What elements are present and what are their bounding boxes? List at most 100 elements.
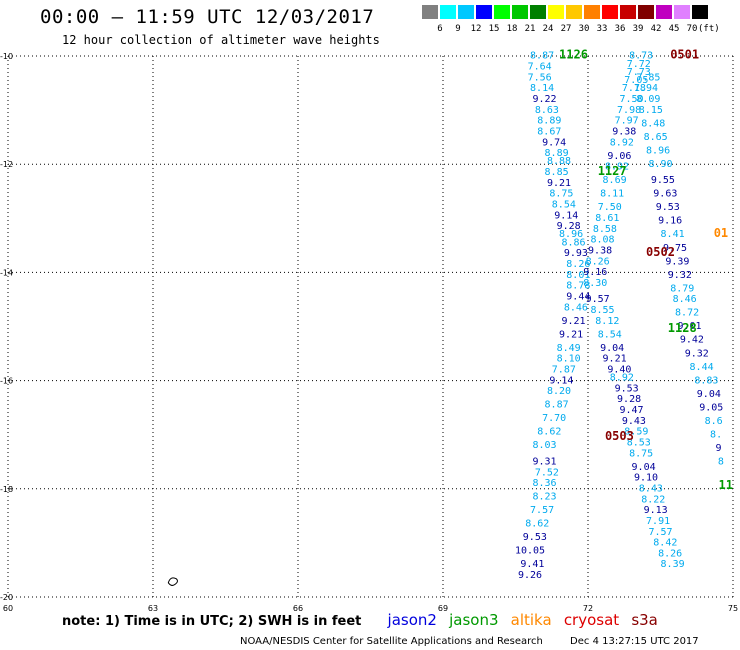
track-c-value: 8.65 bbox=[644, 132, 668, 143]
track-a-value: 7.70 bbox=[542, 413, 566, 424]
track-b-value: 9.53 bbox=[615, 383, 639, 394]
lon-tick-label: 72 bbox=[583, 604, 593, 613]
legend-jason2: jason2 bbox=[387, 611, 437, 629]
track-b-value: 8.39 bbox=[661, 559, 685, 570]
scale-label-45: 45 bbox=[668, 24, 680, 34]
legend-cryosat: cryosat bbox=[563, 611, 620, 629]
scale-label-21: 21 bbox=[524, 24, 536, 34]
track-c-value: 9.42 bbox=[680, 335, 704, 346]
track-c-value: 8.48 bbox=[641, 118, 665, 129]
track-a-value: 8.96 bbox=[559, 229, 583, 240]
track-a-value: 8.87 bbox=[545, 400, 569, 411]
track-b-value: 8.58 bbox=[593, 224, 617, 235]
pass-label: 01 bbox=[714, 226, 728, 240]
pass-label: 1128 bbox=[668, 321, 697, 335]
track-b-value: 7.18 bbox=[622, 83, 646, 94]
legend-altika: altika bbox=[510, 611, 552, 629]
track-a-value: 9.21 bbox=[547, 178, 571, 189]
track-c-value: 9.05 bbox=[699, 402, 723, 413]
scale-swatch-21 bbox=[530, 5, 546, 19]
track-a-value: 8.87 bbox=[530, 51, 554, 62]
scale-label-70: 70 bbox=[686, 24, 698, 34]
track-a-value: 8.78 bbox=[566, 281, 590, 292]
track-b-value: 8.08 bbox=[590, 235, 614, 246]
track-b-value: 7.98 bbox=[617, 105, 641, 116]
track-b-value: 8.73 bbox=[629, 51, 653, 62]
track-a-value: 8.10 bbox=[557, 354, 581, 365]
track-a-value: 7.56 bbox=[528, 72, 552, 83]
lon-tick-label: 69 bbox=[438, 604, 448, 613]
pass-label: 11 bbox=[719, 478, 733, 492]
track-a-value: 7.57 bbox=[530, 505, 554, 516]
track-b-value: 8.59 bbox=[624, 427, 648, 438]
track-a-value: 9.93 bbox=[564, 248, 588, 259]
scale-swatch-6 bbox=[440, 5, 456, 19]
track-a-value: 8.49 bbox=[557, 343, 581, 354]
page-title: 00:00 – 11:59 UTC 12/03/2017 bbox=[40, 6, 375, 28]
scale-label-33: 33 bbox=[596, 24, 608, 34]
track-c-value: 8.72 bbox=[675, 308, 699, 319]
track-a-value: 9.41 bbox=[520, 559, 544, 570]
track-b-value: 7.72 bbox=[627, 59, 651, 70]
scale-label-12: 12 bbox=[470, 24, 482, 34]
scale-swatch-18 bbox=[512, 5, 528, 19]
track-b-value: 8.43 bbox=[639, 484, 663, 495]
pass-label: 0501 bbox=[670, 48, 699, 62]
track-b-value: 8.61 bbox=[595, 213, 619, 224]
track-c-value: 9.75 bbox=[663, 243, 687, 254]
track-c-value: 8.44 bbox=[690, 362, 714, 373]
scale-label-36: 36 bbox=[614, 24, 626, 34]
track-b-value: 8.92 bbox=[610, 137, 634, 148]
track-b-value: 9.13 bbox=[644, 505, 668, 516]
track-c-value: 7.94 bbox=[634, 83, 658, 94]
track-b-value: 8.12 bbox=[595, 316, 619, 327]
track-b-value: 9.38 bbox=[612, 126, 636, 137]
track-b-value: 7.97 bbox=[615, 116, 639, 127]
track-a-value: 8.01 bbox=[566, 270, 590, 281]
track-a-value: 9.14 bbox=[554, 210, 578, 221]
scale-label-15: 15 bbox=[488, 24, 500, 34]
track-b-value: 9.40 bbox=[607, 364, 631, 375]
track-a-value: 7.87 bbox=[552, 364, 576, 375]
track-a-value: 8.03 bbox=[532, 440, 556, 451]
track-b-value: 8.30 bbox=[583, 278, 607, 289]
track-c-value: 9.32 bbox=[668, 270, 692, 281]
track-b-value: 8.92 bbox=[605, 162, 629, 173]
track-b-value: 9.10 bbox=[634, 473, 658, 484]
track-a-value: 9.31 bbox=[532, 456, 556, 467]
scale-label-6: 6 bbox=[437, 24, 443, 34]
track-c-value: 8. bbox=[710, 429, 722, 440]
footer-timestamp: Dec 4 13:27:15 UTC 2017 bbox=[570, 636, 699, 647]
scale-swatch-12 bbox=[476, 5, 492, 19]
track-c-value: 8.83 bbox=[694, 375, 718, 386]
track-c-value: 9.39 bbox=[665, 256, 689, 267]
track-c-value: 9 bbox=[715, 443, 721, 454]
track-c-value: 8.96 bbox=[646, 145, 670, 156]
track-c-value: 8.90 bbox=[648, 159, 672, 170]
track-b-value: 9.21 bbox=[603, 354, 627, 365]
scale-swatch-3 bbox=[422, 5, 438, 19]
track-c-value: 9.32 bbox=[685, 348, 709, 359]
track-a-value: 9.21 bbox=[561, 316, 585, 327]
track-c-value: 8 bbox=[718, 456, 724, 467]
lat-tick-label: -18 bbox=[0, 485, 13, 494]
track-b-value: 8.26 bbox=[658, 548, 682, 559]
track-a-value: 9.28 bbox=[557, 221, 581, 232]
track-a-value: 9.53 bbox=[523, 532, 547, 543]
pass-label: 1126 bbox=[559, 48, 588, 62]
lon-tick-label: 63 bbox=[148, 604, 158, 613]
scale-swatch-70 bbox=[692, 5, 708, 19]
track-a-value: 9.26 bbox=[518, 570, 542, 581]
track-a-value: 7.64 bbox=[528, 62, 552, 73]
scale-unit: (ft) bbox=[698, 24, 720, 34]
track-b-value: 7.50 bbox=[598, 202, 622, 213]
footer: NOAA/NESDIS Center for Satellite Applica… bbox=[240, 636, 699, 647]
track-b-value: 9.28 bbox=[617, 394, 641, 405]
footer-credit: NOAA/NESDIS Center for Satellite Applica… bbox=[240, 636, 543, 647]
track-b-value: 9.47 bbox=[619, 405, 643, 416]
scale-swatch-15 bbox=[494, 5, 510, 19]
lat-tick-label: -20 bbox=[0, 593, 13, 602]
track-c-value: 9.53 bbox=[656, 202, 680, 213]
track-b-value: 7.57 bbox=[648, 527, 672, 538]
